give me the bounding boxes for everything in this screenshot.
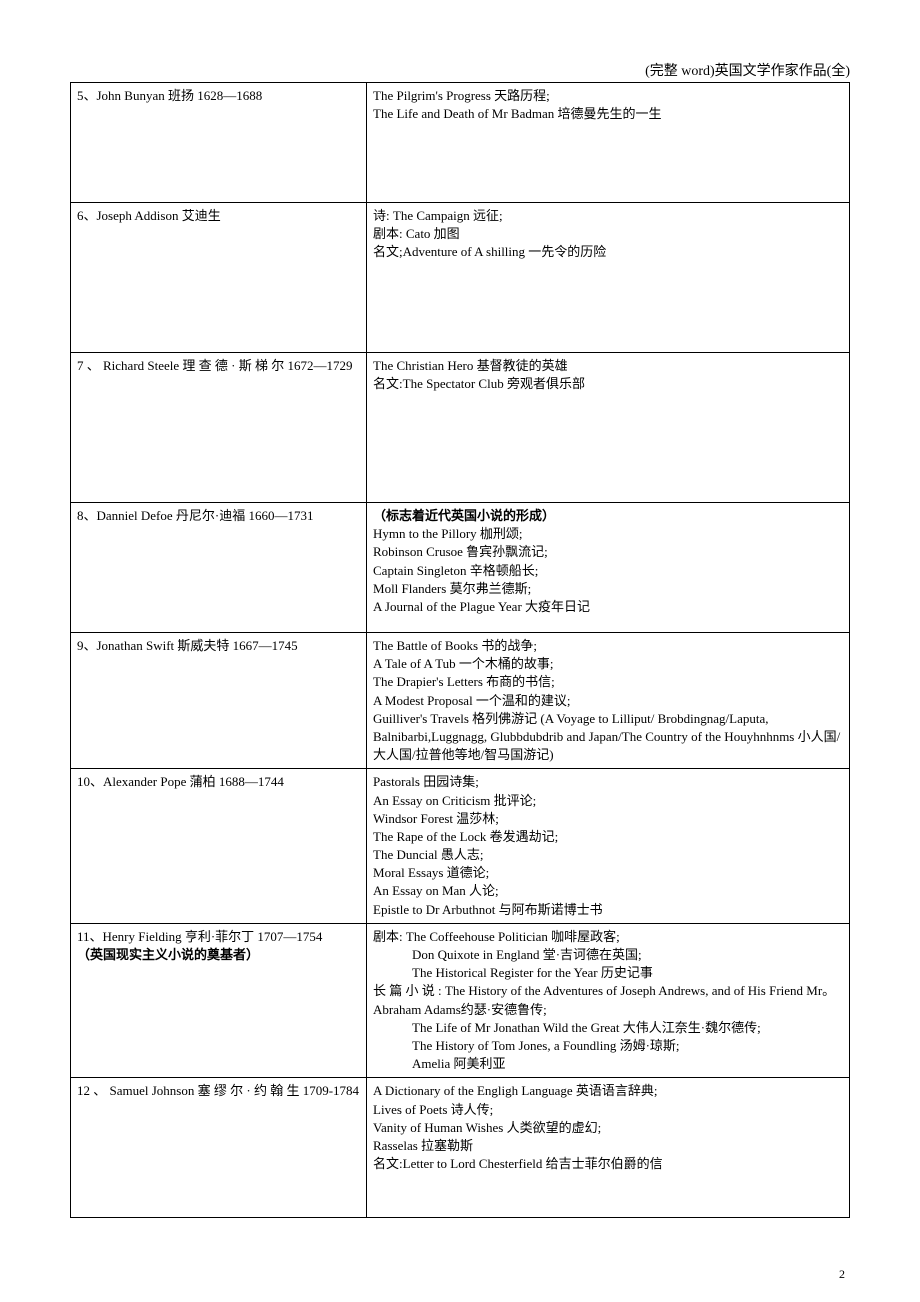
table-row: 9、Jonathan Swift 斯威夫特 1667—1745The Battl…	[71, 633, 850, 769]
table-row: 10、Alexander Pope 蒲柏 1688—1744Pastorals …	[71, 769, 850, 924]
works-cell: A Dictionary of the Engligh Language 英语语…	[367, 1078, 850, 1218]
works-cell: 剧本: The Coffeehouse Politician 咖啡屋政客;Don…	[367, 923, 850, 1078]
works-cell: 诗: The Campaign 远征;剧本: Cato 加图名文;Adventu…	[367, 203, 850, 353]
works-cell: Pastorals 田园诗集;An Essay on Criticism 批评论…	[367, 769, 850, 924]
work-line: Don Quixote in England 堂·吉诃德在英国;	[373, 946, 843, 964]
work-line: （标志着近代英国小说的形成）	[373, 507, 843, 525]
table-row: 5、John Bunyan 班扬 1628—1688The Pilgrim's …	[71, 83, 850, 203]
work-line: A Journal of the Plague Year 大疫年日记	[373, 598, 843, 616]
works-cell: The Battle of Books 书的战争;A Tale of A Tub…	[367, 633, 850, 769]
work-line: The Life and Death of Mr Badman 培德曼先生的一生	[373, 105, 843, 123]
work-line: Amelia 阿美利亚	[373, 1055, 843, 1073]
author-cell: 6、Joseph Addison 艾迪生	[71, 203, 367, 353]
work-line: The Battle of Books 书的战争;	[373, 637, 843, 655]
work-line: An Essay on Man 人论;	[373, 882, 843, 900]
table-row: 8、Danniel Defoe 丹尼尔·迪福 1660—1731（标志着近代英国…	[71, 503, 850, 633]
work-line: Vanity of Human Wishes 人类欲望的虚幻;	[373, 1119, 843, 1137]
table-row: 7 、 Richard Steele 理 查 德 · 斯 梯 尔 1672—17…	[71, 353, 850, 503]
work-line: The History of Tom Jones, a Foundling 汤姆…	[373, 1037, 843, 1055]
work-line: Captain Singleton 辛格顿船长;	[373, 562, 843, 580]
work-line: The Life of Mr Jonathan Wild the Great 大…	[373, 1019, 843, 1037]
work-line: A Modest Proposal 一个温和的建议;	[373, 692, 843, 710]
table-row: 6、Joseph Addison 艾迪生诗: The Campaign 远征;剧…	[71, 203, 850, 353]
work-line: A Tale of A Tub 一个木桶的故事;	[373, 655, 843, 673]
author-cell: 5、John Bunyan 班扬 1628—1688	[71, 83, 367, 203]
author-cell: 12 、 Samuel Johnson 塞 缪 尔 · 约 翰 生 1709-1…	[71, 1078, 367, 1218]
author-cell: 11、Henry Fielding 亨利·菲尔丁 1707—1754（英国现实主…	[71, 923, 367, 1078]
author-line: （英国现实主义小说的奠基者）	[77, 946, 360, 964]
work-line: Rasselas 拉塞勒斯	[373, 1137, 843, 1155]
work-line: 名文;Adventure of A shilling 一先令的历险	[373, 243, 843, 261]
work-line: Lives of Poets 诗人传;	[373, 1101, 843, 1119]
works-cell: The Christian Hero 基督教徒的英雄名文:The Spectat…	[367, 353, 850, 503]
author-line: 11、Henry Fielding 亨利·菲尔丁 1707—1754	[77, 928, 360, 946]
author-cell: 9、Jonathan Swift 斯威夫特 1667—1745	[71, 633, 367, 769]
work-line: The Pilgrim's Progress 天路历程;	[373, 87, 843, 105]
works-cell: （标志着近代英国小说的形成）Hymn to the Pillory 枷刑颂;Ro…	[367, 503, 850, 633]
author-cell: 10、Alexander Pope 蒲柏 1688—1744	[71, 769, 367, 924]
authors-works-table: 5、John Bunyan 班扬 1628—1688The Pilgrim's …	[70, 82, 850, 1218]
work-line: Moral Essays 道德论;	[373, 864, 843, 882]
work-line: Hymn to the Pillory 枷刑颂;	[373, 525, 843, 543]
table-row: 12 、 Samuel Johnson 塞 缪 尔 · 约 翰 生 1709-1…	[71, 1078, 850, 1218]
work-line: Windsor Forest 温莎林;	[373, 810, 843, 828]
work-line: Moll Flanders 莫尔弗兰德斯;	[373, 580, 843, 598]
work-line: The Drapier's Letters 布商的书信;	[373, 673, 843, 691]
works-cell: The Pilgrim's Progress 天路历程;The Life and…	[367, 83, 850, 203]
work-line: 诗: The Campaign 远征;	[373, 207, 843, 225]
work-line: Guilliver's Travels 格列佛游记 (A Voyage to L…	[373, 710, 843, 765]
work-line: 名文:The Spectator Club 旁观者俱乐部	[373, 375, 843, 393]
work-line: The Christian Hero 基督教徒的英雄	[373, 357, 843, 375]
work-line: Epistle to Dr Arbuthnot 与阿布斯诺博士书	[373, 901, 843, 919]
work-line: 剧本: Cato 加图	[373, 225, 843, 243]
author-cell: 8、Danniel Defoe 丹尼尔·迪福 1660—1731	[71, 503, 367, 633]
work-line: 名文:Letter to Lord Chesterfield 给吉士菲尔伯爵的信	[373, 1155, 843, 1173]
work-line: 剧本: The Coffeehouse Politician 咖啡屋政客;	[373, 928, 843, 946]
work-line: The Rape of the Lock 卷发遇劫记;	[373, 828, 843, 846]
work-line: 长 篇 小 说 : The History of the Adventures …	[373, 982, 843, 1018]
work-line: The Duncial 愚人志;	[373, 846, 843, 864]
work-line: Robinson Crusoe 鲁宾孙飘流记;	[373, 543, 843, 561]
work-line: A Dictionary of the Engligh Language 英语语…	[373, 1082, 843, 1100]
page-number: 2	[839, 1267, 845, 1282]
work-line: The Historical Register for the Year 历史记…	[373, 964, 843, 982]
table-row: 11、Henry Fielding 亨利·菲尔丁 1707—1754（英国现实主…	[71, 923, 850, 1078]
work-line: An Essay on Criticism 批评论;	[373, 792, 843, 810]
work-line: Pastorals 田园诗集;	[373, 773, 843, 791]
page-header: (完整 word)英国文学作家作品(全)	[70, 60, 850, 80]
author-cell: 7 、 Richard Steele 理 查 德 · 斯 梯 尔 1672—17…	[71, 353, 367, 503]
